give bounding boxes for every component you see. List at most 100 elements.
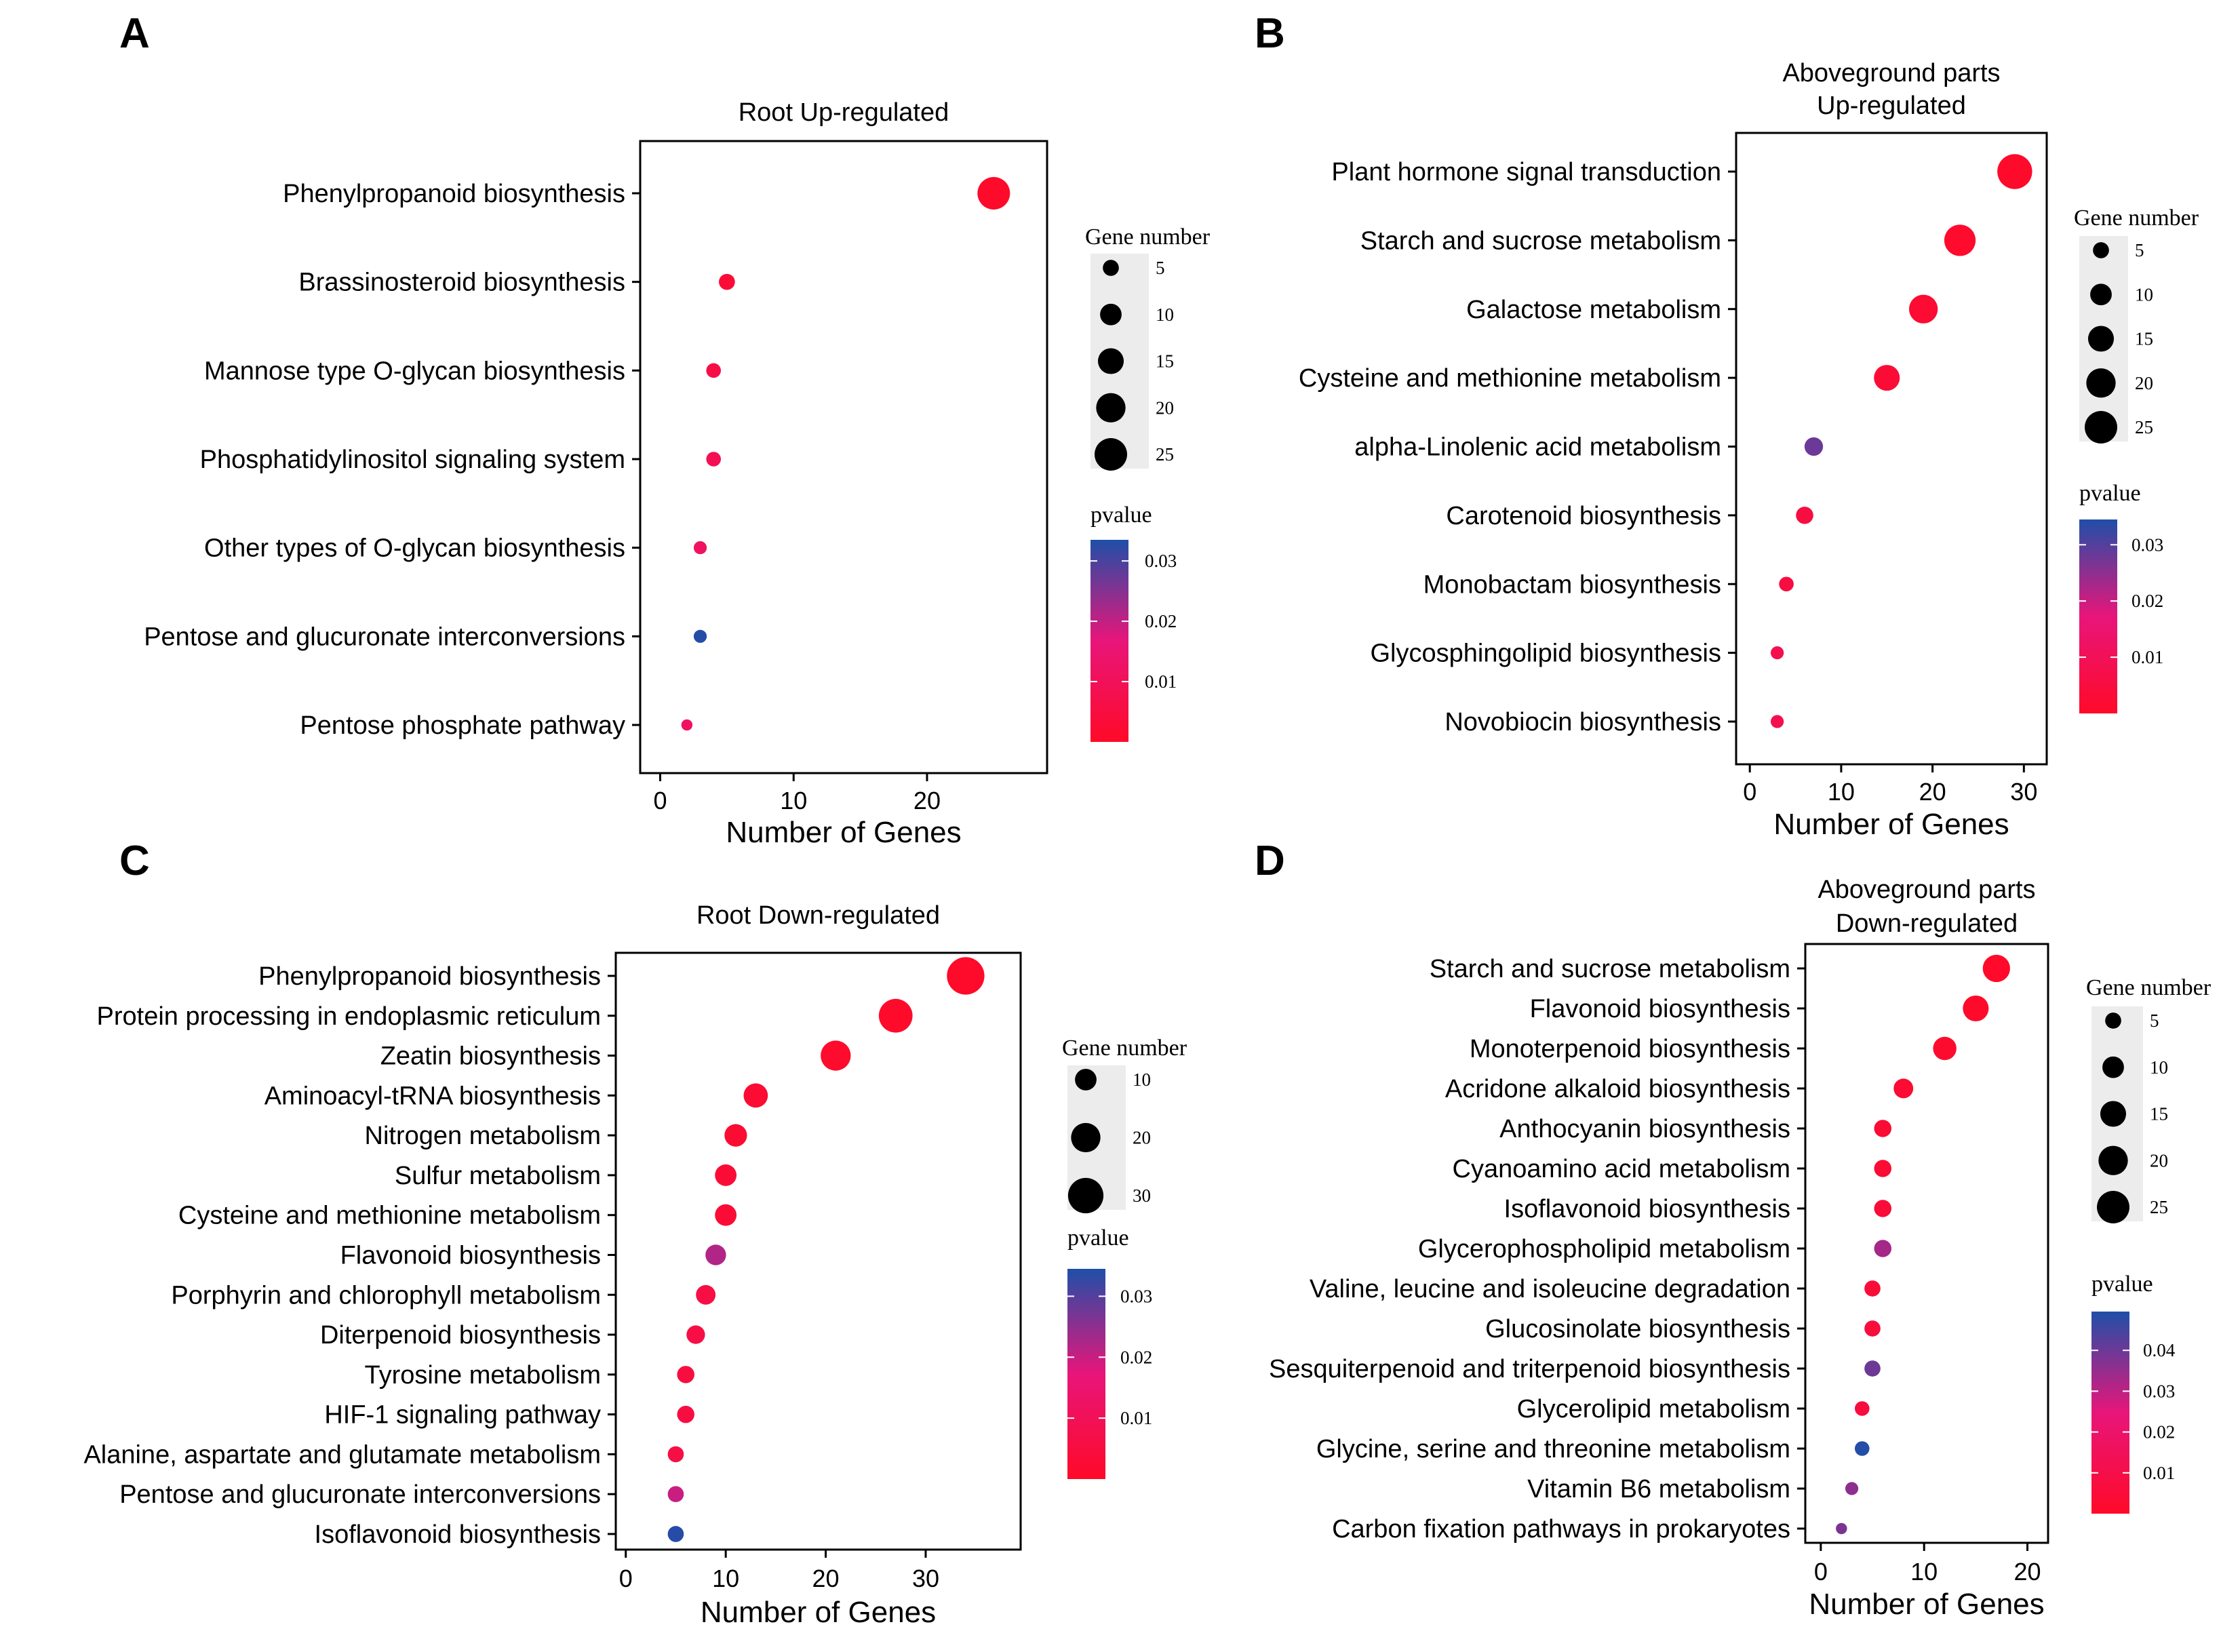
- x-tick-label: 20: [812, 1565, 840, 1592]
- y-tick-label: Cysteine and methionine metabolism: [178, 1202, 601, 1230]
- size-legend-dot: [2098, 1145, 2128, 1175]
- data-point: [1944, 224, 1976, 256]
- chart-subtitle: Down-regulated: [1836, 909, 2018, 938]
- y-tick-label: Diterpenoid biosynthesis: [320, 1321, 601, 1350]
- size-legend-label: 10: [1133, 1069, 1151, 1090]
- data-point: [1874, 1240, 1892, 1257]
- plot-frame: [1735, 132, 2048, 766]
- chart-title: Aboveground parts: [1817, 876, 2035, 904]
- data-point: [1933, 1036, 1957, 1061]
- x-tick-label: 0: [1743, 778, 1756, 806]
- size-legend-dot: [1100, 303, 1122, 326]
- x-axis-label: Number of Genes: [1773, 808, 2009, 841]
- chart-title: Aboveground parts: [1782, 59, 2000, 87]
- data-point: [715, 1164, 737, 1186]
- size-legend-dot: [1103, 260, 1119, 276]
- data-point: [1770, 715, 1784, 728]
- size-legend-dot: [1067, 1177, 1104, 1214]
- y-tick-label: Phenylpropanoid biosynthesis: [258, 962, 601, 991]
- data-point: [1874, 365, 1900, 391]
- x-tick-label: 10: [780, 787, 807, 814]
- y-tick-label: Protein processing in endoplasmic reticu…: [97, 1002, 601, 1031]
- size-legend-label: 20: [2150, 1150, 2168, 1171]
- x-tick-label: 20: [1919, 778, 1946, 806]
- y-tick-label: Monoterpenoid biosynthesis: [1470, 1035, 1790, 1063]
- y-tick-label: Cyanoamino acid metabolism: [1453, 1155, 1790, 1183]
- panel-b: B Aboveground parts Up-regulated 0 10 20 30Num…: [1255, 10, 2199, 841]
- data-point: [677, 1405, 694, 1423]
- y-tick-label: Plant hormone signal transduction: [1331, 158, 1721, 186]
- size-legend-dot: [2086, 368, 2116, 398]
- color-legend-label: 0.02: [2131, 591, 2163, 611]
- color-legend-bar: [1090, 540, 1128, 742]
- x-tick-label: 0: [653, 787, 667, 814]
- y-tick-label: Valine, leucine and isoleucine degradati…: [1310, 1275, 1790, 1303]
- color-legend-title: pvalue: [1067, 1225, 1129, 1251]
- y-tick-label: Pentose phosphate pathway: [300, 711, 625, 740]
- color-legend-label: 0.02: [1145, 611, 1177, 631]
- size-legend-label: 10: [2135, 284, 2153, 304]
- chart-title: Root Down-regulated: [696, 901, 940, 930]
- size-legend-label: 5: [1156, 258, 1165, 278]
- data-point: [705, 1244, 726, 1265]
- y-tick-label: Glucosinolate biosynthesis: [1485, 1315, 1790, 1343]
- data-point: [821, 1040, 851, 1071]
- plot-frame: [614, 951, 1022, 1551]
- data-point: [1874, 1200, 1892, 1217]
- y-tick-label: Monobactam biosynthesis: [1423, 570, 1721, 599]
- y-tick-label: Pentose and glucuronate interconversions: [119, 1480, 601, 1509]
- data-point: [1854, 1441, 1870, 1456]
- size-legend-dot: [2097, 1191, 2129, 1223]
- data-point: [1893, 1078, 1914, 1099]
- size-legend-label: 20: [1133, 1128, 1151, 1148]
- data-point: [1864, 1280, 1881, 1297]
- color-legend-label: 0.03: [2131, 534, 2163, 555]
- y-tick-label: Nitrogen metabolism: [365, 1122, 601, 1150]
- size-legend-label: 30: [1133, 1185, 1151, 1206]
- color-legend-label: 0.01: [2131, 647, 2163, 667]
- size-legend-label: 15: [2150, 1104, 2168, 1124]
- size-legend-dot: [1075, 1069, 1097, 1090]
- data-point: [1770, 646, 1784, 660]
- chart-title: Root Up-regulated: [739, 98, 949, 127]
- data-point: [1982, 954, 2010, 983]
- size-legend-dot: [2093, 242, 2109, 258]
- y-tick-label: Starch and sucrose metabolism: [1430, 955, 1790, 983]
- data-point: [878, 998, 913, 1033]
- y-tick-label: alpha-Linolenic acid metabolism: [1354, 433, 1721, 462]
- y-tick-label: Cysteine and methionine metabolism: [1299, 364, 1721, 393]
- x-axis-label: Number of Genes: [726, 816, 961, 849]
- y-tick-label: Brassinosteroid biosynthesis: [298, 269, 625, 297]
- data-point: [1854, 1401, 1870, 1416]
- y-tick-label: Flavonoid biosynthesis: [1530, 995, 1790, 1023]
- y-tick-label: Glycerolipid metabolism: [1517, 1395, 1790, 1423]
- data-point: [693, 629, 707, 643]
- data-point: [1874, 1160, 1892, 1177]
- color-legend-label: 0.03: [2143, 1381, 2175, 1401]
- y-tick-label: Flavonoid biosynthesis: [340, 1242, 601, 1270]
- data-point: [715, 1204, 737, 1226]
- size-legend-dot: [2085, 411, 2117, 444]
- size-legend-dot: [1097, 348, 1124, 374]
- size-legend-label: 5: [2135, 240, 2144, 260]
- size-legend-label: 10: [2150, 1057, 2168, 1078]
- x-tick-label: 10: [1910, 1558, 1938, 1586]
- color-legend-title: pvalue: [2079, 481, 2141, 506]
- panel-letter: B: [1255, 10, 1285, 57]
- data-point: [1908, 294, 1938, 323]
- x-axis-label: Number of Genes: [701, 1596, 936, 1629]
- y-tick-label: Other types of O-glycan biosynthesis: [204, 534, 625, 563]
- color-legend-label: 0.02: [2143, 1422, 2175, 1442]
- y-tick-label: Sesquiterpenoid and triterpenoid biosynt…: [1269, 1355, 1790, 1383]
- size-legend-dot: [1071, 1122, 1101, 1153]
- x-tick-label: 10: [1828, 778, 1855, 806]
- x-tick-label: 0: [619, 1565, 633, 1592]
- data-point: [1796, 507, 1813, 524]
- plot-frame: [639, 140, 1048, 774]
- panel-letter: D: [1255, 838, 1285, 884]
- y-tick-label: HIF-1 signaling pathway: [324, 1401, 601, 1430]
- y-tick-label: Sulfur metabolism: [395, 1162, 601, 1190]
